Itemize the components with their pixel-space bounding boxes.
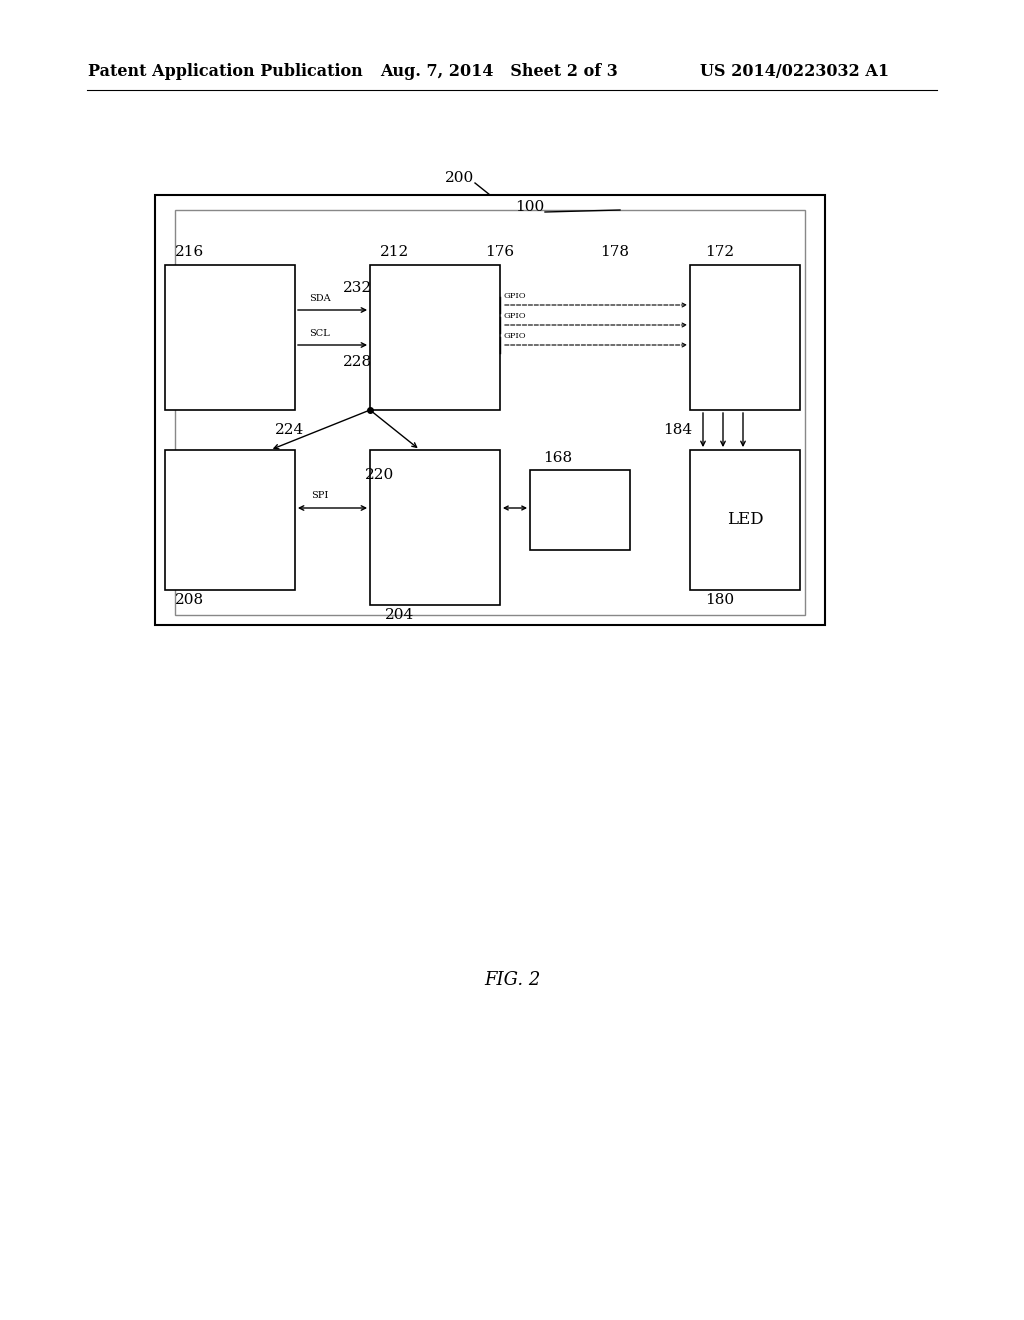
Text: GPIO: GPIO xyxy=(504,333,526,341)
Text: GPIO: GPIO xyxy=(504,312,526,319)
Bar xyxy=(690,265,800,411)
Text: LED: LED xyxy=(727,511,763,528)
Text: 178: 178 xyxy=(600,246,630,259)
Text: FIG. 2: FIG. 2 xyxy=(483,972,541,989)
Text: GPIO: GPIO xyxy=(504,292,526,300)
Text: 200: 200 xyxy=(445,172,475,185)
Text: 228: 228 xyxy=(343,355,373,370)
Text: SPI: SPI xyxy=(311,491,329,500)
Text: Patent Application Publication: Patent Application Publication xyxy=(88,63,362,81)
Text: 184: 184 xyxy=(664,422,692,437)
Bar xyxy=(155,195,825,624)
Text: SCL: SCL xyxy=(309,329,331,338)
Text: 212: 212 xyxy=(380,246,410,259)
Text: SDA: SDA xyxy=(309,294,331,304)
Text: 224: 224 xyxy=(275,422,304,437)
Bar xyxy=(370,265,500,411)
Text: US 2014/0223032 A1: US 2014/0223032 A1 xyxy=(700,63,889,81)
Text: 208: 208 xyxy=(175,593,205,607)
Bar xyxy=(530,470,630,550)
Text: 232: 232 xyxy=(343,281,373,294)
Bar xyxy=(690,450,800,590)
Text: 100: 100 xyxy=(515,201,545,214)
Bar xyxy=(175,210,805,615)
Bar xyxy=(165,265,295,411)
Bar xyxy=(165,450,295,590)
Text: 216: 216 xyxy=(175,246,205,259)
Text: 172: 172 xyxy=(706,246,734,259)
Bar xyxy=(370,450,500,605)
Text: 180: 180 xyxy=(706,593,734,607)
Text: Aug. 7, 2014   Sheet 2 of 3: Aug. 7, 2014 Sheet 2 of 3 xyxy=(380,63,617,81)
Text: 220: 220 xyxy=(366,469,394,482)
Text: 204: 204 xyxy=(385,609,415,622)
Text: 176: 176 xyxy=(485,246,515,259)
Text: 168: 168 xyxy=(544,451,572,465)
